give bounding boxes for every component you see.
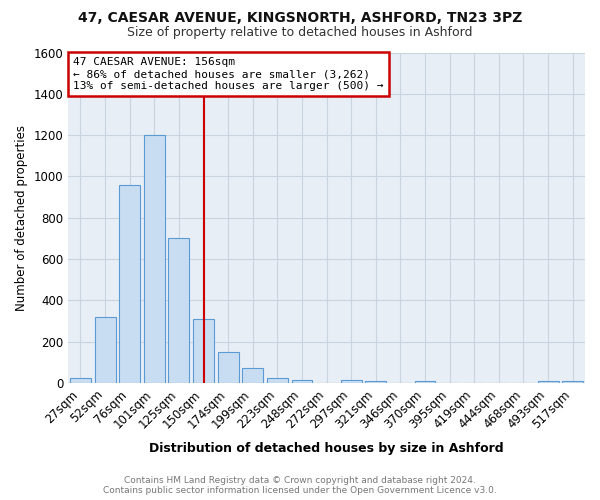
Bar — [119, 185, 140, 383]
Text: 47 CAESAR AVENUE: 156sqm
← 86% of detached houses are smaller (3,262)
13% of sem: 47 CAESAR AVENUE: 156sqm ← 86% of detach… — [73, 58, 384, 90]
Bar — [562, 381, 583, 383]
X-axis label: Distribution of detached houses by size in Ashford: Distribution of detached houses by size … — [149, 442, 504, 455]
Bar — [95, 317, 116, 383]
Text: Contains HM Land Registry data © Crown copyright and database right 2024.
Contai: Contains HM Land Registry data © Crown c… — [103, 476, 497, 495]
Bar — [218, 352, 239, 383]
Bar — [242, 368, 263, 383]
Text: 47, CAESAR AVENUE, KINGSNORTH, ASHFORD, TN23 3PZ: 47, CAESAR AVENUE, KINGSNORTH, ASHFORD, … — [78, 11, 522, 25]
Bar — [341, 380, 362, 383]
Bar — [193, 319, 214, 383]
Y-axis label: Number of detached properties: Number of detached properties — [15, 125, 28, 311]
Bar — [365, 381, 386, 383]
Bar — [70, 378, 91, 383]
Bar — [267, 378, 288, 383]
Bar — [415, 381, 436, 383]
Bar — [169, 238, 190, 383]
Bar — [538, 381, 559, 383]
Text: Size of property relative to detached houses in Ashford: Size of property relative to detached ho… — [127, 26, 473, 39]
Bar — [144, 135, 165, 383]
Bar — [292, 380, 313, 383]
